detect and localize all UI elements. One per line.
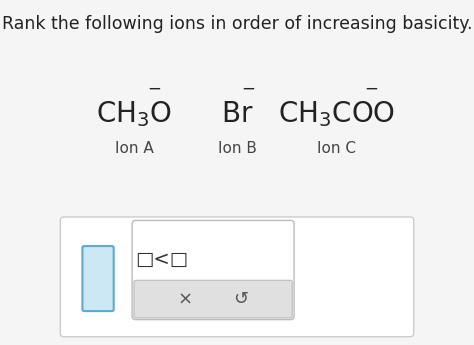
FancyBboxPatch shape [132,220,294,320]
Text: □<□: □<□ [135,249,188,268]
Text: $\mathregular{CH_3COO}$: $\mathregular{CH_3COO}$ [278,99,395,129]
Text: ×: × [178,290,193,308]
Text: ↺: ↺ [233,290,248,308]
FancyBboxPatch shape [60,217,414,337]
Text: −: − [365,80,378,98]
Text: Ion A: Ion A [115,141,153,156]
FancyBboxPatch shape [134,280,292,318]
Text: $\mathregular{CH_3O}$: $\mathregular{CH_3O}$ [96,99,172,129]
Text: Ion C: Ion C [317,141,356,156]
Text: $\mathregular{Br}$: $\mathregular{Br}$ [221,100,253,128]
Text: −: − [241,80,255,98]
Text: Rank the following ions in order of increasing basicity.: Rank the following ions in order of incr… [2,15,472,33]
FancyBboxPatch shape [82,246,114,311]
Text: −: − [147,80,161,98]
Text: Ion B: Ion B [218,141,256,156]
